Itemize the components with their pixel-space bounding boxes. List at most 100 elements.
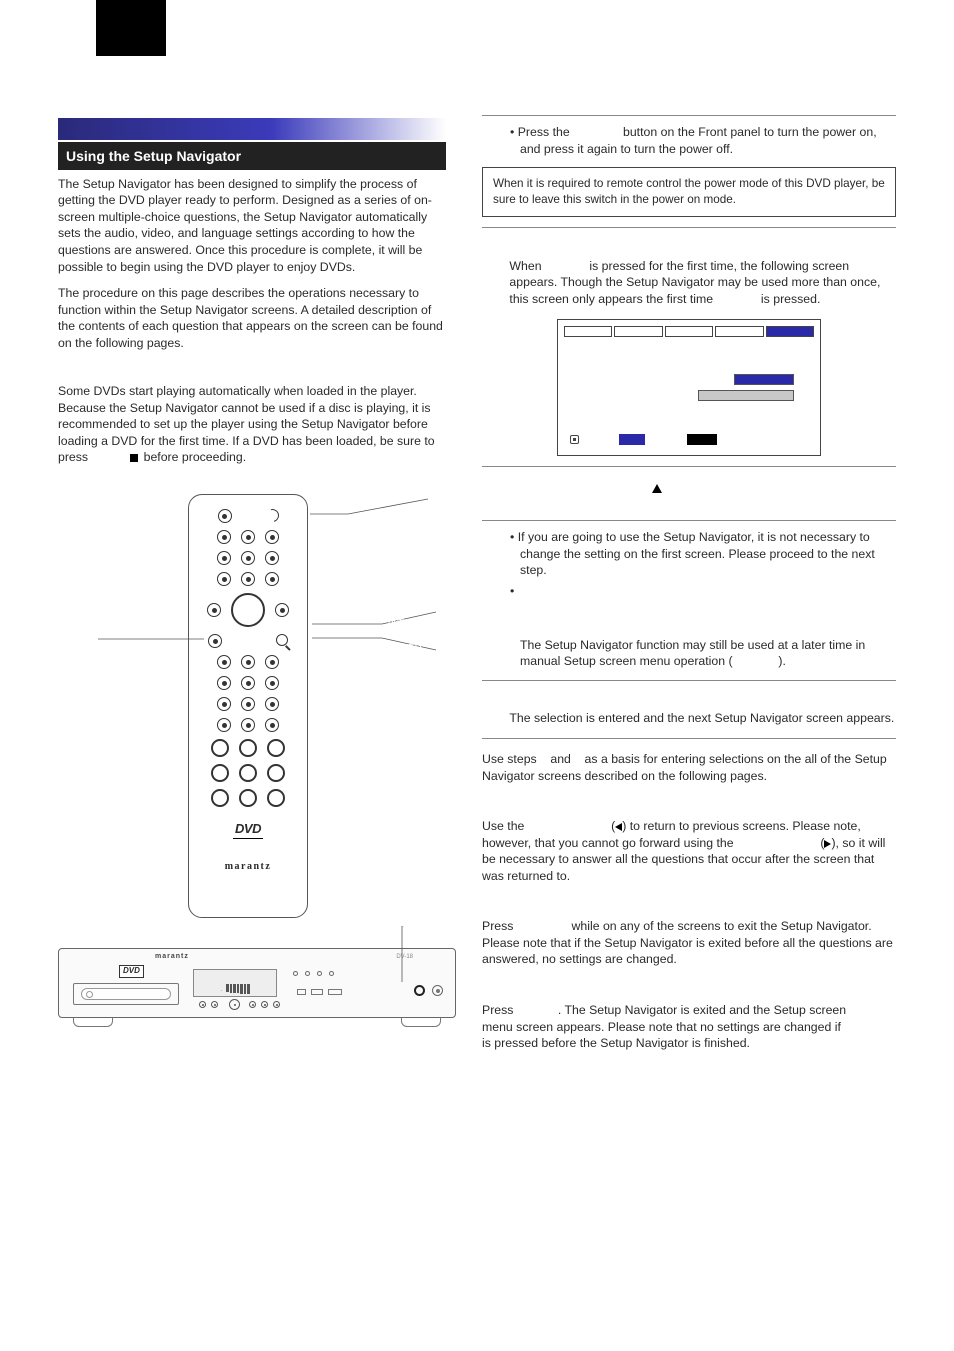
remote-btn [265,718,279,732]
s2setup1: SETUP [545,259,586,273]
remote-btn [211,739,229,757]
dpad-icon [231,593,265,627]
first-time-para: Some DVDs start playing automatically wh… [58,383,446,466]
fp-icon-row [297,989,342,995]
remote-btn [241,572,255,586]
osd-select-label: Select [655,434,677,445]
step1-head: Press STANDBY/ON on the remote control a… [509,75,878,108]
fp-hole [329,971,334,976]
page-ref: page 29 [733,654,779,668]
after-steps-para: Use steps 3 and 4 as a basis for enterin… [482,751,896,784]
remote-btn [241,676,255,690]
fp-btn [211,1001,218,1008]
step3-bullet-1: If you are going to use the Setup Naviga… [482,529,896,579]
step-num: 1 [482,74,506,109]
stop-word: STOP [92,450,125,464]
remote-btn [267,764,285,782]
illustration-area: DVD marantz STANDBY/ON SETUP Cursor butt… [58,494,446,1054]
front-panel-drawing: marantz DV-18 DVD . [58,948,456,1042]
remote-btn [241,551,255,565]
step3-bullet-2b: The Setup Navigator function may still b… [482,637,896,670]
step-num: 2 [482,240,506,275]
remote-btn [211,789,229,807]
osd-tab [614,326,662,337]
step-2: 2 Press SETUP. When SETUP is pressed for… [482,240,896,307]
step-3: 3 Use the cursor button () to make a sel… [482,479,896,514]
remote-btn [211,764,229,782]
callout-standby: STANDBY/ON [358,488,422,502]
callout-setup: SETUP [64,630,97,644]
osd-screenshot: Setup Navigator Setup Navigator Start Au… [557,319,821,456]
step3-bullet-2: • If you do not want to set up the playe… [482,583,896,633]
remote-btn [265,572,279,586]
remote-btn [265,530,279,544]
intro-para-2: The procedure on this page describes the… [58,285,446,351]
triangle-up-icon [652,484,662,493]
fp-hole [293,971,298,976]
remote-btn [267,789,285,807]
remote-btn [217,697,231,711]
fp-brand: marantz [155,952,189,961]
osd-opt2: Auto Start Off [638,390,692,402]
foot-right [401,1018,441,1027]
remote-btn [218,509,232,523]
remote-btn [217,572,231,586]
standby-button [432,985,443,996]
fp-btn [273,1001,280,1008]
osd-tab [564,326,612,337]
remote-btn [217,655,231,669]
power-word: POWER [573,125,619,139]
step1-bullet: Press the POWER button on the Front pane… [482,124,896,157]
front-display: . [193,969,277,997]
section-heading: Using the Setup Navigator [58,142,446,170]
fp-btn [249,1001,256,1008]
callout-enter: ENTER [388,642,422,656]
p-setup: Press SETUP. The Setup Navigator is exit… [482,1002,896,1052]
osd-tab [665,326,713,337]
step-1: 1 Press STANDBY/ON on the remote control… [482,74,896,109]
remote-btn [239,789,257,807]
osd-tab [715,326,763,337]
osd-title: Setup Navigator [564,341,814,353]
remote-btn [267,739,285,757]
remote-btn [241,655,255,669]
fp-dvd-badge: DVD [119,965,144,978]
remote-btn [208,634,222,648]
step-num: 4 [482,693,506,728]
s2c: is pressed. [758,292,821,306]
fp-btn [261,1001,268,1008]
osd-move-label: Move [589,434,609,445]
left-column: Setting Up the Player Using the Setup Na… [58,74,446,1062]
p-change: Use the cursor button () to return to pr… [482,818,896,884]
s2setup2: SETUP [717,292,758,306]
remote-btn [241,530,255,544]
fp-btn [199,1001,206,1008]
remote-btn [239,739,257,757]
remote-btn [207,603,221,617]
osd-tab-active [766,326,814,337]
remote-btn [275,603,289,617]
remote-btn [265,655,279,669]
fp-hole [305,971,310,976]
note-box: When it is required to remote control th… [482,167,896,217]
remote-btn [217,530,231,544]
p-exit: Press RETURN while on any of the screens… [482,918,896,968]
foot-left [73,1018,113,1027]
gradient-band [58,118,446,140]
first-time-heading: When setting up for the first time [58,362,446,380]
remote-control-drawing: DVD marantz [188,494,308,918]
right-column: 1 Press STANDBY/ON on the remote control… [482,74,896,1062]
remote-btn [265,676,279,690]
p3b: before proceeding. [140,450,246,464]
stop-icon [130,454,138,462]
remote-btn [217,718,231,732]
fp-hole [317,971,322,976]
h-setup: To enter the Setup screen menu [482,982,896,999]
callout-cursor: Cursor buttons [388,602,446,629]
fp-model: DV-18 [396,953,413,961]
power-button [414,985,425,996]
page-title: Setting Up the Player [58,74,446,104]
section-tab [96,0,166,56]
search-icon [276,634,288,646]
osd-help-row: Move Select Exit [564,434,814,445]
